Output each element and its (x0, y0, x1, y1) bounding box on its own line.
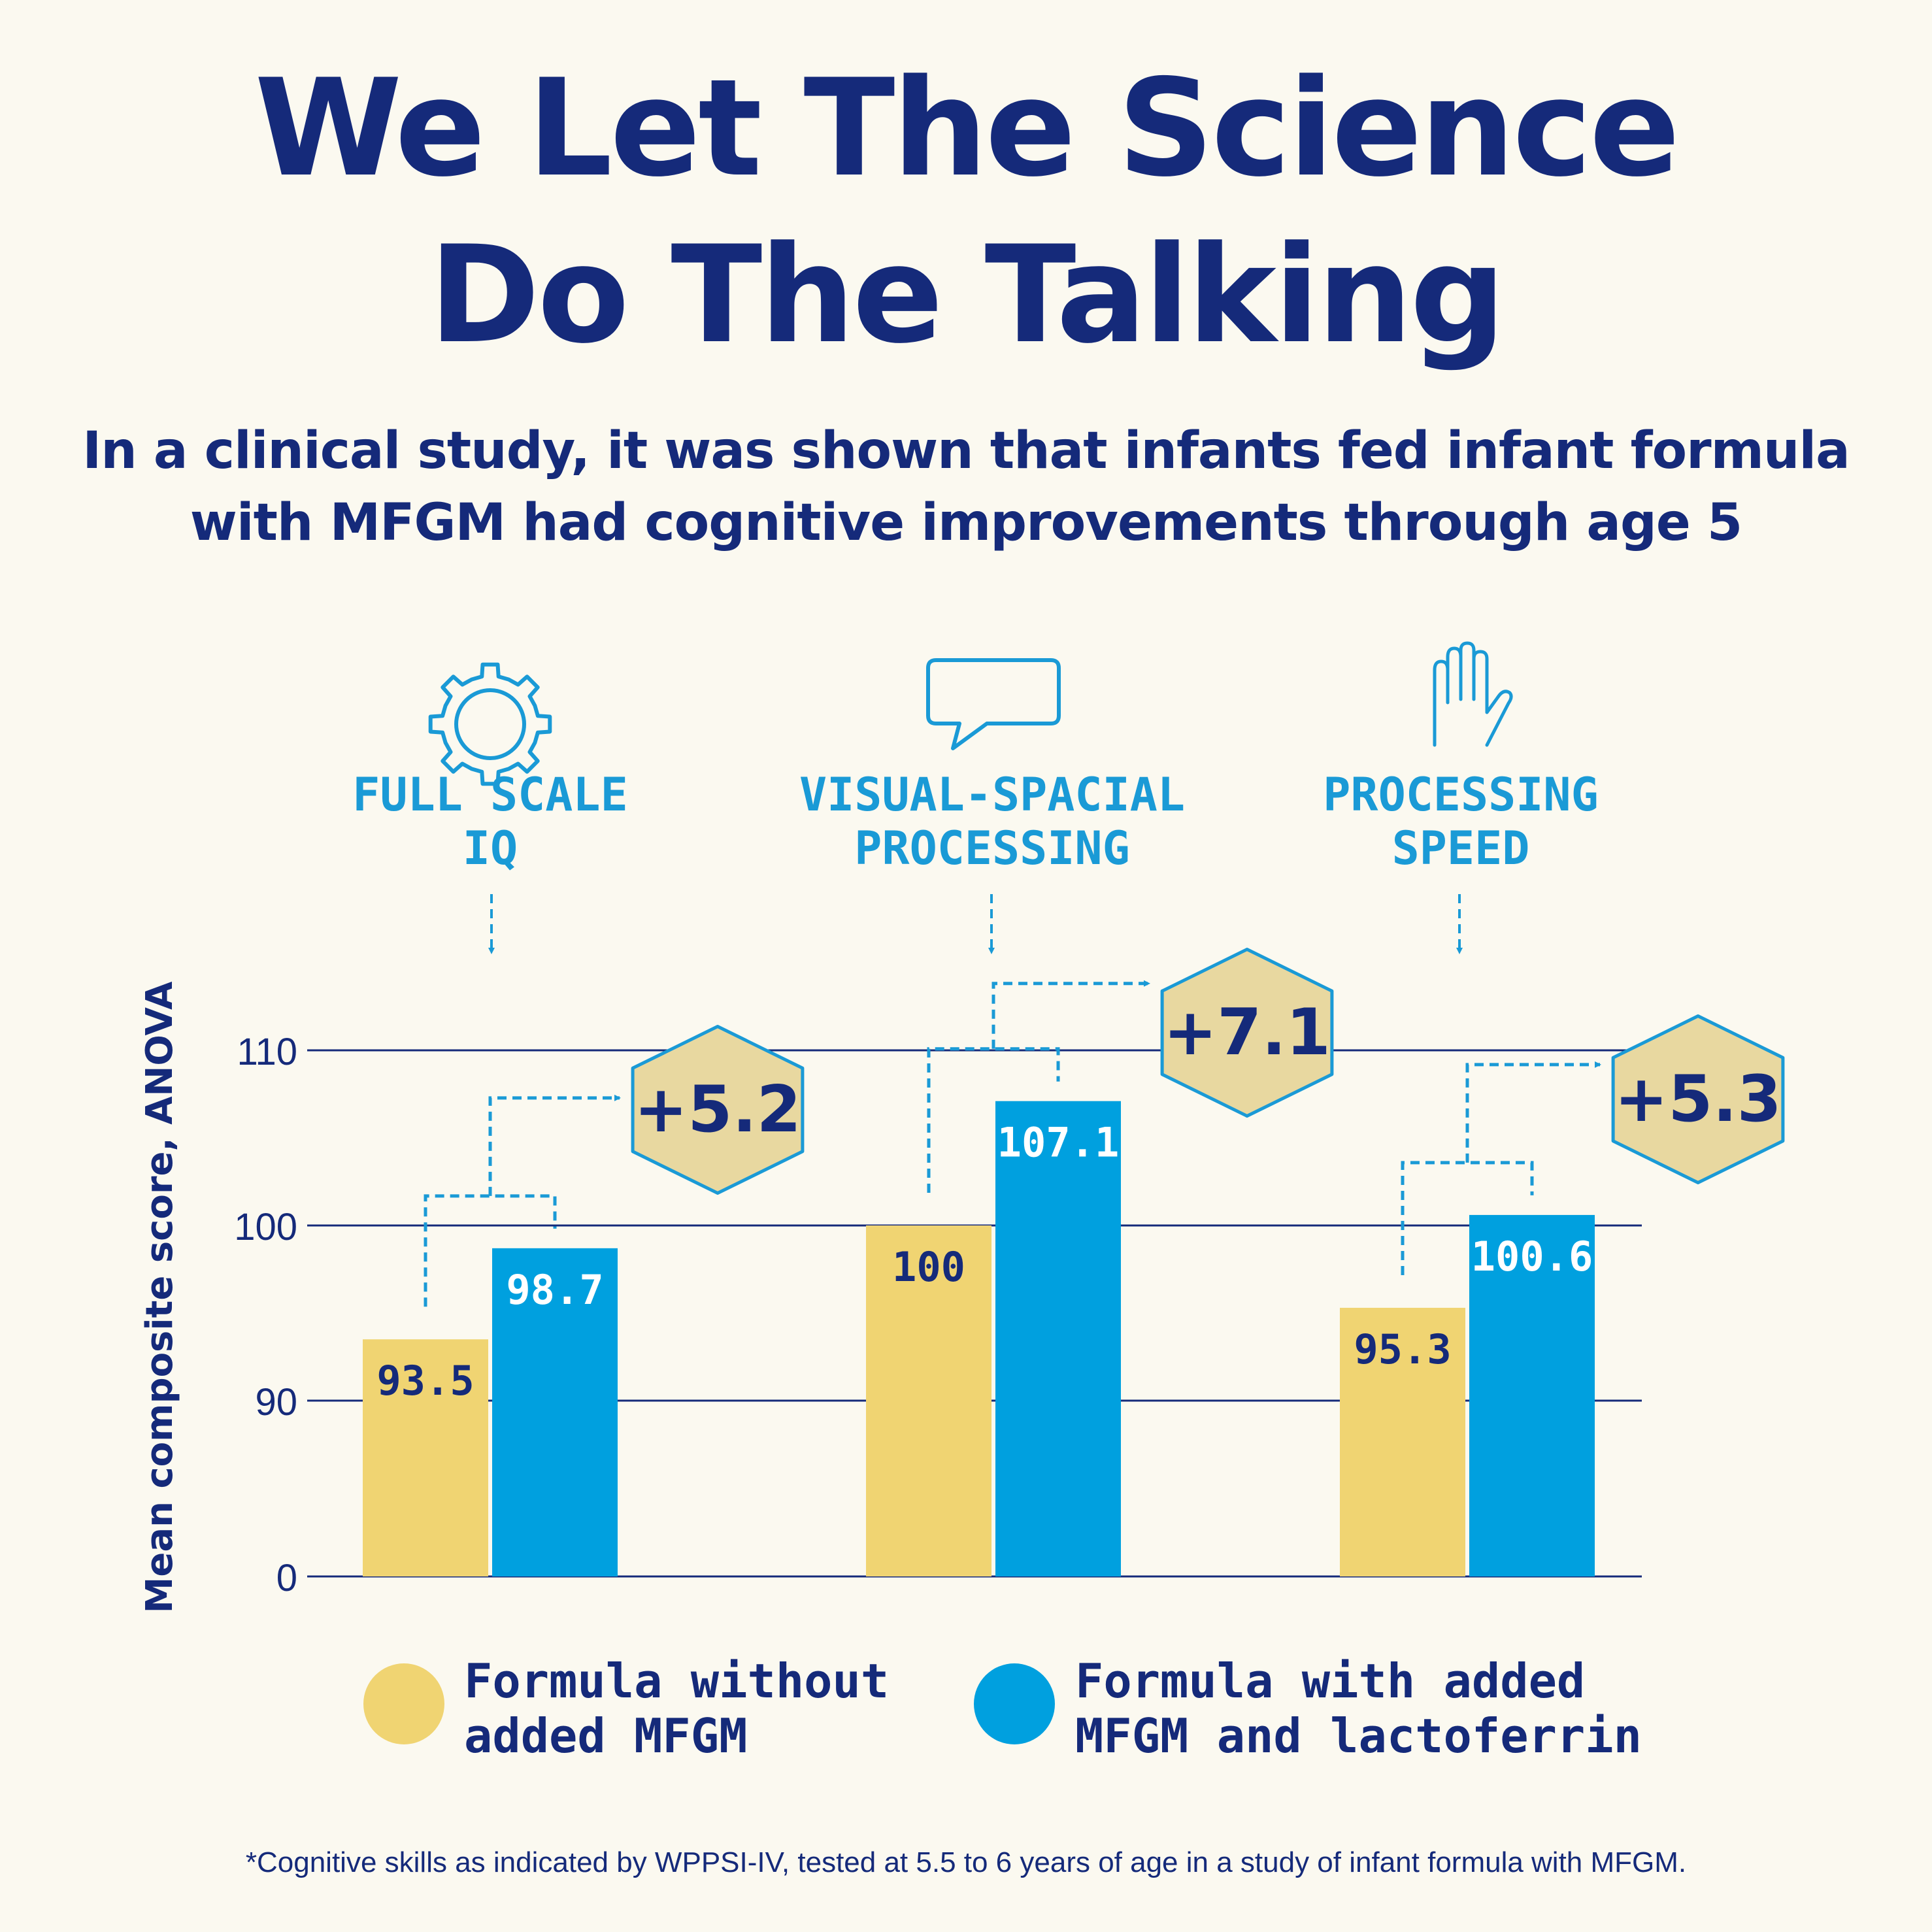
speech-bubble-icon (926, 658, 1061, 750)
category-title-processing-speed: PROCESSING SPEED (1212, 768, 1709, 875)
bar-value-label: 98.7 (506, 1266, 603, 1314)
difference-value: +5.2 (634, 1073, 801, 1147)
bar-without-1 (866, 1225, 991, 1576)
y-tick-label: 100 (234, 1206, 297, 1248)
bar-without-0 (363, 1339, 488, 1576)
bar-value-label: 95.3 (1354, 1325, 1451, 1373)
category-title-line-1: VISUAL-SPACIAL (799, 768, 1185, 822)
bar-value-label: 107.1 (997, 1119, 1120, 1167)
difference-badge-1 (1160, 948, 1334, 1118)
difference-arrow-0 (488, 1094, 621, 1196)
category-title-line-2: PROCESSING (854, 822, 1130, 875)
subheadline: In a clinical study, it was shown that i… (0, 415, 1932, 559)
footnote: *Cognitive skills as indicated by WPPSI-… (245, 1846, 1687, 1878)
legend-label-with: Formula with added MFGM and lactoferrin (1075, 1654, 1642, 1763)
bar-with-1 (995, 1101, 1121, 1576)
headline: We Let The Science Do The Talking (0, 46, 1932, 379)
headline-line-1: We Let The Science (254, 51, 1680, 207)
difference-bracket-1 (927, 1047, 1060, 1193)
bar-value-label: 100 (892, 1243, 965, 1291)
difference-arrow-1 (991, 980, 1150, 1049)
legend-line-1: Formula with added (1075, 1654, 1586, 1708)
bar-with-0 (492, 1248, 618, 1576)
difference-badge-2 (1611, 1014, 1785, 1184)
difference-value: +5.3 (1614, 1062, 1782, 1137)
bar-without-2 (1340, 1307, 1465, 1576)
subheadline-line-1: In a clinical study, it was shown that i… (82, 422, 1850, 480)
subheadline-line-2: with MFGM had cognitive improvements thr… (190, 493, 1742, 552)
difference-bracket-2 (1401, 1161, 1534, 1275)
category-title-full-scale-iq: FULL SCALE IQ (242, 768, 739, 875)
y-tick-label: 0 (276, 1557, 297, 1599)
y-tick-label: 110 (237, 1031, 297, 1073)
category-title-visual-spacial: VISUAL-SPACIAL PROCESSING (744, 768, 1241, 875)
bar-value-label: 93.5 (376, 1357, 474, 1405)
headline-line-2: Do The Talking (429, 218, 1506, 373)
legend-line-1: Formula without (464, 1654, 890, 1708)
y-tick-label: 90 (255, 1381, 297, 1424)
legend-label-without: Formula without added MFGM (464, 1654, 889, 1763)
legend-swatch-with (974, 1663, 1055, 1744)
y-axis-label: Mean composite score, ANOVA (139, 981, 181, 1613)
category-title-line-2: IQ (462, 822, 518, 875)
legend-line-2: added MFGM (464, 1708, 748, 1763)
difference-value: +7.1 (1163, 995, 1331, 1070)
bar-value-label: 100.6 (1471, 1233, 1593, 1280)
legend-line-2: MFGM and lactoferrin (1075, 1708, 1642, 1763)
gear-icon (428, 662, 552, 786)
difference-badge-0 (631, 1025, 805, 1195)
category-title-line-2: SPEED (1391, 822, 1530, 875)
difference-arrow-2 (1465, 1061, 1601, 1163)
legend-swatch-without (363, 1663, 444, 1744)
bar-with-2 (1469, 1214, 1595, 1576)
category-title-line-1: PROCESSING (1323, 768, 1599, 822)
hand-icon (1433, 641, 1513, 747)
difference-bracket-0 (424, 1194, 557, 1307)
category-title-line-1: FULL SCALE (352, 768, 628, 822)
